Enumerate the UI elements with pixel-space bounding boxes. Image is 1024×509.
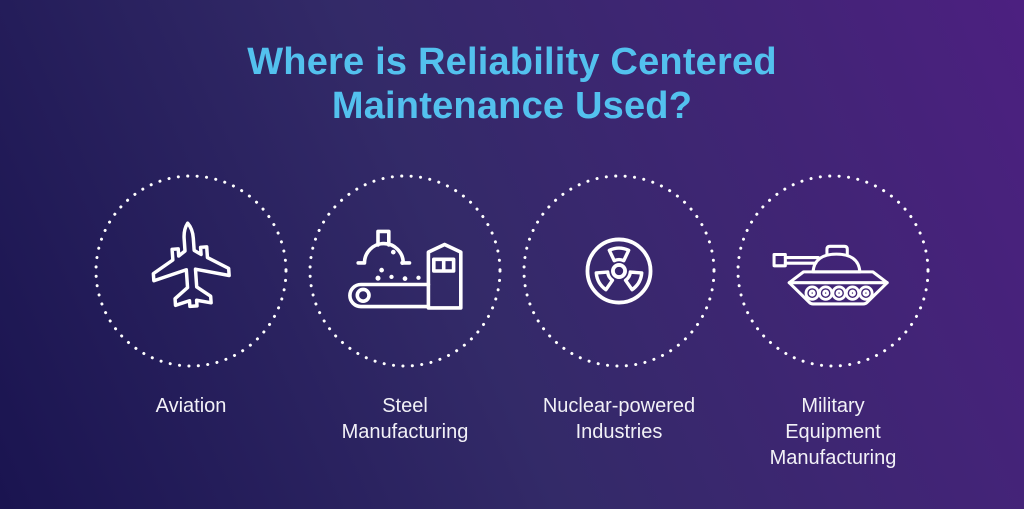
sections-row: Aviation xyxy=(0,173,1024,471)
hopper-chimney xyxy=(376,229,391,247)
section-label-aviation: Aviation xyxy=(155,394,227,417)
section-label-steel-manufacturing: Steel Manufacturing xyxy=(341,394,469,443)
page-title: Where is Reliability Centered Maintenanc… xyxy=(247,41,777,128)
dotted-circle-border xyxy=(522,174,716,368)
section-label-military-equipment-manufacturing: Military Equipment Manufacturing xyxy=(769,394,897,469)
dotted-circle xyxy=(735,173,931,369)
falling-material xyxy=(375,249,421,281)
hopper-dome xyxy=(356,241,412,265)
factory-conveyor-icon xyxy=(348,229,463,310)
dotted-circle-border xyxy=(308,174,502,368)
dotted-circle xyxy=(93,173,289,369)
dotted-circle xyxy=(307,173,503,369)
tank-hatch xyxy=(825,244,849,256)
radiation-icon xyxy=(585,237,653,305)
tank-hull xyxy=(787,270,889,306)
airplane-icon xyxy=(151,221,231,308)
tank-muzzle xyxy=(772,252,787,268)
conveyor-belt xyxy=(348,282,431,309)
tank-icon xyxy=(772,244,889,306)
dotted-circle-border xyxy=(736,174,930,368)
furnace-building xyxy=(426,242,463,310)
furnace-window xyxy=(432,257,456,273)
conveyor-roller xyxy=(355,287,371,303)
section-label-nuclear-powered-industries: Nuclear-powered Industries xyxy=(542,394,696,443)
tank-turret xyxy=(811,252,862,274)
section-aviation: Aviation xyxy=(88,173,294,471)
dotted-circle xyxy=(521,173,717,369)
section-steel-manufacturing: Steel Manufacturing xyxy=(302,173,508,471)
dotted-circle-border xyxy=(94,174,288,368)
section-military-equipment-manufacturing: Military Equipment Manufacturing xyxy=(730,173,936,471)
section-nuclear-powered-industries: Nuclear-powered Industries xyxy=(516,173,722,471)
tank-wheels xyxy=(804,285,874,301)
tank-barrel xyxy=(783,255,820,265)
